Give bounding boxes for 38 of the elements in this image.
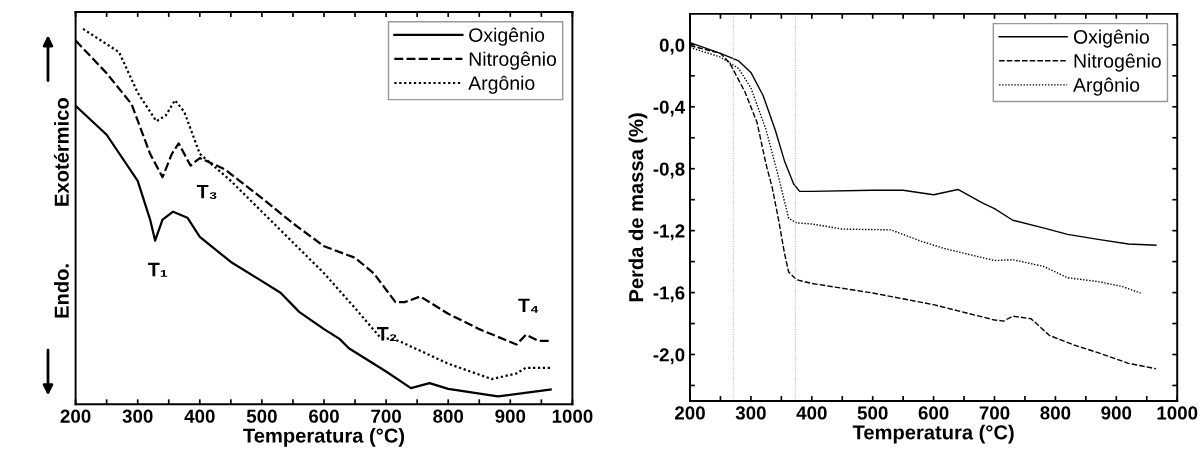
y-axis-title: Perda de massa (%) (628, 113, 648, 302)
x-tick-label: 400 (184, 409, 215, 423)
y-tick-label: -0,8 (653, 162, 685, 179)
y-tick-label: -0,4 (653, 100, 686, 117)
annotation: T₂ (377, 327, 397, 342)
x-axis-title: Temperatura (°C) (243, 427, 405, 447)
annotation: T₄ (518, 298, 539, 313)
x-tick-label: 1000 (1157, 406, 1198, 420)
legend-label: Argônio (1073, 77, 1140, 96)
x-tick-label: 400 (796, 406, 827, 420)
x-tick-label: 600 (918, 406, 949, 420)
x-tick-label: 800 (433, 409, 464, 423)
x-tick-label: 300 (735, 406, 766, 420)
x-tick-label: 200 (60, 409, 91, 423)
x-tick-label: 500 (246, 409, 277, 423)
x-tick-label: 900 (495, 409, 526, 423)
annotation: T₃ (196, 184, 217, 200)
x-tick-label: 200 (675, 406, 705, 420)
y-tick-label: -1,6 (653, 286, 685, 303)
y-tick-label: -1,2 (653, 224, 685, 241)
x-tick-label: 700 (371, 409, 401, 423)
y-axis-title: Endo. Exotérmico (53, 98, 69, 318)
x-tick-label: 1000 (552, 409, 593, 423)
x-tick-label: 500 (857, 406, 888, 420)
legend-label: Argônio (468, 75, 535, 94)
x-tick-label: 900 (1101, 406, 1132, 420)
x-tick-label: 700 (979, 406, 1010, 420)
x-tick-label: 800 (1040, 406, 1071, 420)
x-tick-label: 600 (309, 409, 339, 423)
legend-label: Oxigênio (1073, 29, 1149, 48)
legend-label: Nitrogênio (1074, 53, 1161, 72)
y-tick-label: -2,0 (653, 348, 685, 365)
x-axis-title: Temperatura (°C) (852, 424, 1014, 444)
annotation: T₁ (148, 262, 168, 277)
legend-label: Nitrogênio (469, 51, 557, 70)
x-tick-label: 300 (122, 409, 153, 423)
y-tick-label: 0,0 (659, 38, 685, 55)
legend-label: Oxigênio (469, 27, 545, 46)
